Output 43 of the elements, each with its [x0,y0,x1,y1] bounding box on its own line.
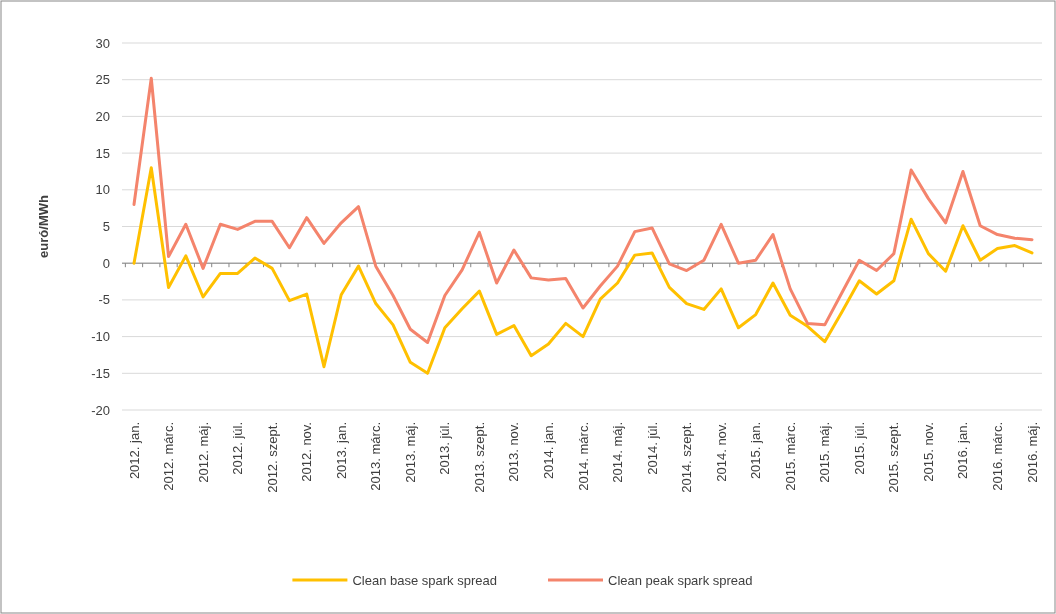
x-tick-label: 2013. júl. [437,422,453,475]
x-tick-label: 2015. máj. [817,422,833,483]
x-tick-label: 2016. márc. [990,422,1006,491]
x-tick-label: 2014. máj. [610,422,626,483]
y-tick-label: -10 [91,329,110,345]
y-tick-label: -20 [91,402,110,418]
line-series [132,166,1034,375]
y-tick-label: 30 [95,35,110,51]
y-tick-label: -15 [91,365,110,381]
y-tick-label: 15 [95,145,110,161]
x-tick-label: 2015. nov. [920,422,936,482]
x-tick-label: 2013. máj. [402,422,418,483]
x-tick-label: 2012. szept. [264,422,280,493]
y-tick-label: 10 [95,182,110,198]
x-tick-label: 2012. márc. [161,422,177,491]
y-tick-label: -5 [98,292,110,308]
x-tick-label: 2012. máj. [195,422,211,483]
x-tick-label: 2012. júl. [230,422,246,475]
y-tick-label: 5 [102,219,110,235]
y-tick-label: 20 [95,108,110,124]
x-tick-label: 2014. márc. [575,422,591,491]
line-series [132,76,1034,344]
x-tick-label: 2013. szept. [471,422,487,493]
x-tick-label: 2014. szept. [679,422,695,493]
x-tick-label: 2014. nov. [713,422,729,482]
legend-label: Clean base spark spread [352,572,497,588]
legend-label: Clean peak spark spread [608,572,753,588]
x-tick-label: 2015. jan. [748,422,764,480]
x-tick-label: 2015. szept. [886,422,902,493]
x-tick-label: 2013. jan. [333,422,349,480]
x-tick-label: 2012. nov. [299,422,315,482]
x-tick-label: 2014. júl. [644,422,660,475]
x-tick-label: 2016. jan. [955,422,971,480]
x-tick-label: 2012. jan. [126,422,142,480]
x-tick-label: 2013. márc. [368,422,384,491]
x-tick-label: 2015. márc. [782,422,798,491]
x-tick-label: 2013. nov. [506,422,522,482]
x-tick-label: 2016. máj. [1024,422,1040,483]
y-tick-label: 25 [95,72,110,88]
x-tick-label: 2014. jan. [541,422,557,480]
y-tick-label: 0 [102,255,110,271]
x-tick-label: 2015. júl. [851,422,867,475]
y-axis-title: euró/MWh [36,195,51,258]
